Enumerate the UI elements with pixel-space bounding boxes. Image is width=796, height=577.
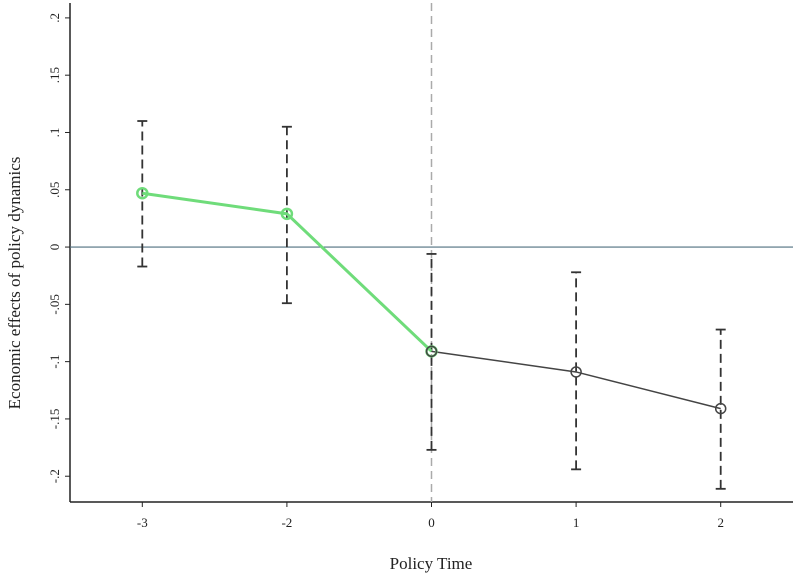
x-tick-label: -3 bbox=[137, 515, 148, 530]
x-tick-label: -2 bbox=[281, 515, 292, 530]
y-tick-label: 0 bbox=[47, 244, 62, 251]
marker bbox=[280, 207, 294, 221]
x-tick-label: 2 bbox=[717, 515, 724, 530]
y-tick-label: .1 bbox=[47, 128, 62, 138]
y-tick-label: -.2 bbox=[47, 469, 62, 483]
y-tick-label: -.05 bbox=[47, 294, 62, 315]
y-tick-label: -.15 bbox=[47, 409, 62, 430]
x-tick-label: 1 bbox=[573, 515, 580, 530]
marker bbox=[136, 186, 149, 200]
y-tick-label: .2 bbox=[47, 13, 62, 23]
x-axis-title: Policy Time bbox=[390, 554, 473, 573]
marker bbox=[714, 402, 727, 415]
line bbox=[431, 350, 721, 410]
marker bbox=[425, 345, 438, 358]
marker bbox=[570, 366, 582, 378]
x-tick-label: 0 bbox=[428, 515, 435, 530]
line bbox=[142, 191, 433, 353]
y-tick-label: .15 bbox=[47, 67, 62, 83]
y-tick-label: -.1 bbox=[47, 355, 62, 369]
y-tick-label: .05 bbox=[47, 182, 62, 198]
y-axis-title: Economic effects of policy dynamics bbox=[5, 157, 24, 410]
